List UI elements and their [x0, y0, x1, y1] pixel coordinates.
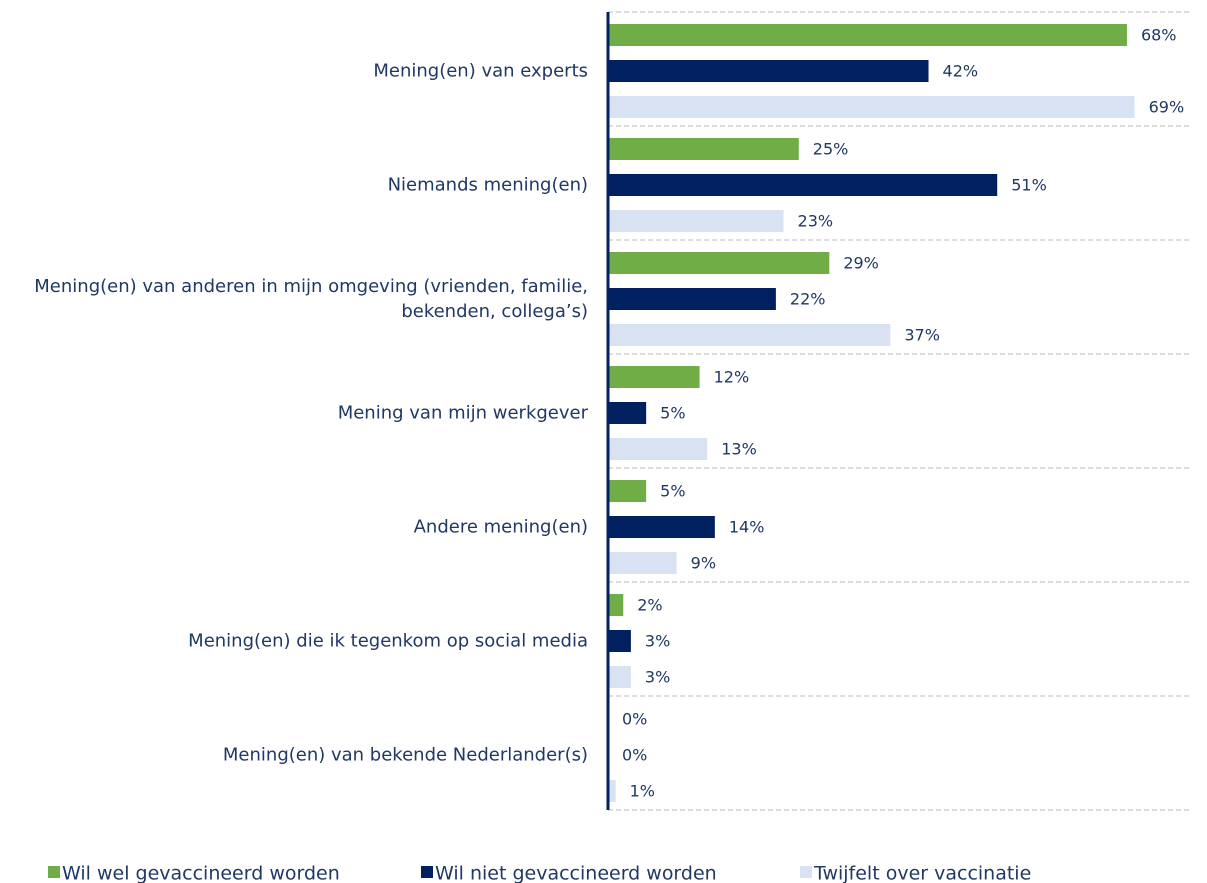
- category-label: Niemands mening(en): [387, 174, 588, 196]
- value-label: 0%: [622, 746, 647, 765]
- bar: [608, 366, 700, 388]
- bar: [608, 480, 647, 502]
- value-label: 5%: [660, 404, 685, 423]
- legend-label: Twijfelt over vaccinatie: [813, 863, 1031, 883]
- value-label: 14%: [729, 518, 765, 537]
- bar: [608, 780, 616, 802]
- bar: [608, 594, 624, 616]
- value-label: 51%: [1011, 176, 1047, 195]
- legend-swatch: [48, 866, 60, 878]
- bar: [608, 252, 830, 274]
- legend-swatch: [800, 866, 812, 878]
- value-label: 42%: [943, 62, 979, 81]
- value-label: 13%: [721, 440, 757, 459]
- value-label: 9%: [691, 554, 716, 573]
- legend-label: Wil wel gevaccineerd worden: [62, 863, 340, 883]
- value-label: 1%: [630, 782, 655, 801]
- bar: [608, 324, 891, 346]
- bar: [608, 24, 1127, 46]
- value-label: 69%: [1149, 98, 1185, 117]
- category-label: Andere mening(en): [413, 516, 588, 538]
- value-label: 29%: [843, 254, 879, 273]
- legend-label: Wil niet gevaccineerd worden: [435, 863, 717, 883]
- bar: [608, 438, 708, 460]
- value-label: 23%: [798, 212, 834, 231]
- value-label: 0%: [622, 710, 647, 729]
- category-label: Mening(en) van anderen in mijn omgeving …: [34, 276, 588, 322]
- bar: [608, 288, 776, 310]
- bar: [608, 630, 631, 652]
- value-label: 3%: [645, 668, 670, 687]
- value-label: 68%: [1141, 26, 1177, 45]
- value-label: 12%: [714, 368, 750, 387]
- value-label: 2%: [637, 596, 662, 615]
- bar: [608, 210, 784, 232]
- bar: [608, 138, 799, 160]
- value-label: 37%: [904, 326, 940, 345]
- legend-swatch: [421, 866, 433, 878]
- category-label: Mening(en) van experts: [373, 60, 588, 82]
- bar: [608, 552, 677, 574]
- bar: [608, 96, 1135, 118]
- bar: [608, 60, 929, 82]
- value-label: 5%: [660, 482, 685, 501]
- bar: [608, 402, 647, 424]
- category-label: Mening(en) van bekende Nederlander(s): [222, 744, 588, 766]
- bar: [608, 666, 631, 688]
- category-label: Mening(en) die ik tegenkom op social med…: [188, 630, 588, 652]
- category-label: Mening van mijn werkgever: [337, 402, 588, 424]
- value-label: 3%: [645, 632, 670, 651]
- value-label: 22%: [790, 290, 826, 309]
- bar: [608, 174, 998, 196]
- bar: [608, 516, 715, 538]
- value-label: 25%: [813, 140, 849, 159]
